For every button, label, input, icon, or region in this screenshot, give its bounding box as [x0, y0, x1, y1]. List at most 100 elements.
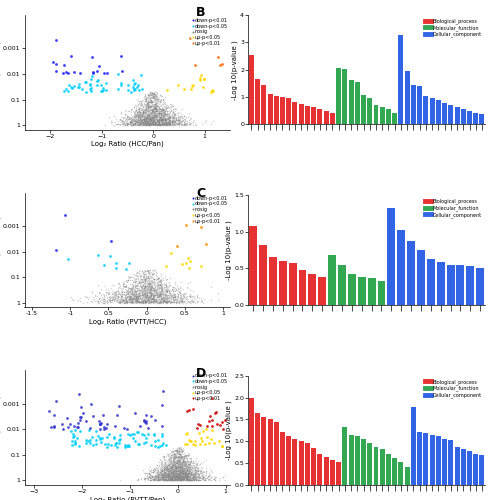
Point — [131, 280, 139, 288]
Point — [128, 298, 136, 306]
Point — [140, 284, 148, 292]
Point — [147, 290, 155, 298]
Point — [175, 456, 183, 464]
Point — [202, 467, 210, 475]
Point — [172, 450, 179, 458]
Point — [74, 296, 82, 304]
Point — [167, 462, 175, 469]
Point — [155, 112, 163, 120]
Point — [134, 113, 142, 121]
Point — [175, 120, 183, 128]
Point — [119, 114, 127, 122]
Point — [159, 294, 167, 302]
Point — [172, 294, 179, 302]
Point — [167, 472, 175, 480]
Point — [183, 292, 191, 300]
Point — [178, 448, 186, 456]
Point — [150, 117, 158, 125]
Point — [176, 288, 184, 296]
Point — [169, 469, 176, 477]
Point — [170, 476, 177, 484]
Point — [168, 118, 175, 126]
Point — [204, 473, 212, 481]
Point — [186, 290, 194, 298]
Point — [107, 440, 115, 448]
Point — [157, 282, 165, 290]
Point — [143, 286, 151, 294]
Point — [180, 469, 188, 477]
Point — [174, 467, 182, 475]
Point — [173, 474, 181, 482]
Point — [161, 470, 169, 478]
Point — [159, 468, 167, 476]
Point — [171, 121, 178, 129]
Point — [166, 476, 174, 484]
Point — [169, 297, 177, 305]
Point — [151, 297, 159, 305]
Point — [186, 470, 194, 478]
Point — [152, 116, 160, 124]
Point — [148, 284, 156, 292]
Point — [150, 297, 158, 305]
Point — [180, 119, 188, 127]
Point — [142, 120, 150, 128]
Point — [192, 469, 200, 477]
Point — [132, 289, 140, 297]
Point — [183, 474, 191, 482]
Point — [136, 100, 144, 108]
Point — [150, 107, 158, 115]
Point — [192, 476, 199, 484]
Point — [175, 456, 183, 464]
Point — [160, 438, 168, 446]
Point — [149, 119, 157, 127]
Point — [171, 472, 179, 480]
Point — [165, 118, 173, 126]
Point — [146, 108, 154, 116]
Point — [169, 472, 177, 480]
Point — [132, 294, 140, 302]
Point — [177, 466, 185, 474]
Point — [142, 108, 150, 116]
Point — [178, 474, 186, 482]
Point — [177, 472, 185, 480]
Point — [175, 113, 183, 121]
Point — [174, 444, 182, 452]
Point — [171, 118, 179, 126]
Point — [172, 286, 180, 294]
Point — [145, 114, 152, 122]
Point — [177, 464, 185, 472]
Point — [153, 112, 161, 120]
Point — [192, 441, 199, 449]
Point — [145, 121, 153, 129]
Point — [183, 476, 191, 484]
Point — [181, 476, 189, 484]
Point — [178, 476, 186, 484]
Point — [149, 116, 157, 124]
Point — [216, 474, 224, 482]
Point — [158, 466, 166, 474]
Point — [201, 470, 209, 478]
Point — [141, 115, 149, 123]
Point — [145, 112, 153, 120]
Point — [133, 296, 141, 304]
Point — [167, 458, 174, 466]
Point — [140, 284, 147, 292]
Point — [154, 288, 162, 296]
Point — [193, 463, 201, 471]
Point — [172, 476, 180, 484]
Point — [138, 120, 146, 128]
Point — [178, 121, 186, 129]
Point — [169, 116, 177, 124]
Point — [146, 289, 153, 297]
Point — [169, 461, 177, 469]
Point — [155, 109, 163, 117]
Point — [153, 472, 161, 480]
Point — [134, 282, 142, 290]
Point — [168, 120, 176, 128]
Point — [168, 474, 175, 482]
Point — [165, 455, 173, 463]
Point — [161, 110, 169, 118]
Point — [119, 282, 127, 290]
Point — [171, 474, 179, 482]
Point — [176, 448, 184, 456]
